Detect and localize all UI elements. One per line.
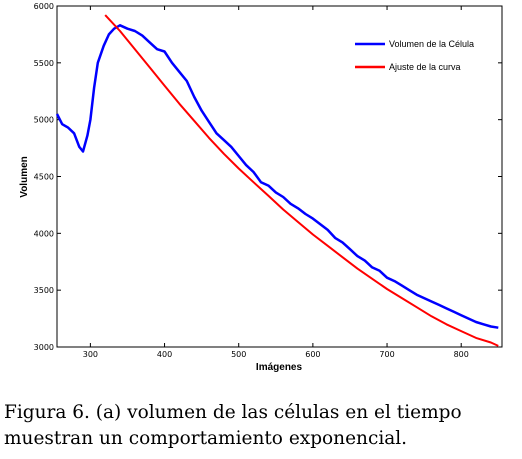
x-tick-label: 600 (305, 350, 320, 359)
x-tick-label: 300 (83, 350, 98, 359)
x-axis-label: Imágenes (256, 362, 303, 373)
y-tick-label: 6000 (34, 2, 54, 11)
y-tick-label: 4500 (34, 173, 54, 182)
series-line-curve-fit (104, 14, 499, 347)
caption-line-2: muestran un comportamiento exponencial. (4, 428, 408, 449)
plot-area (56, 5, 503, 348)
x-tick-label: 500 (231, 350, 246, 359)
y-tick-label: 4000 (34, 229, 54, 238)
y-tick-label: 3500 (34, 286, 54, 295)
x-tick-label: 400 (157, 350, 172, 359)
legend: Volumen de la Célula Ajuste de la curva (355, 39, 474, 72)
y-tick-label: 5500 (34, 59, 54, 68)
series-group (55, 14, 499, 347)
volume-chart: 3000 3500 4000 4500 5000 5500 6000 300 400 500 60… (19, 2, 503, 373)
y-axis-label: Volumen (19, 156, 30, 197)
series-line-cell-volume (55, 24, 499, 329)
caption-line-1: Figura 6. (a) volumen de las células en … (4, 402, 462, 423)
x-tick-label: 800 (454, 350, 469, 359)
x-axis: 300 400 500 600 700 800 (83, 6, 469, 359)
y-tick-label: 5000 (34, 116, 54, 125)
y-tick-label: 3000 (34, 343, 54, 352)
y-axis: 3000 3500 4000 4500 5000 5500 6000 (34, 2, 502, 352)
figure-caption: Figura 6. (a) volumen de las células en … (4, 400, 518, 452)
x-tick-label: 700 (379, 350, 394, 359)
legend-label-fit: Ajuste de la curva (389, 62, 461, 72)
legend-label-volume: Volumen de la Célula (389, 39, 474, 49)
